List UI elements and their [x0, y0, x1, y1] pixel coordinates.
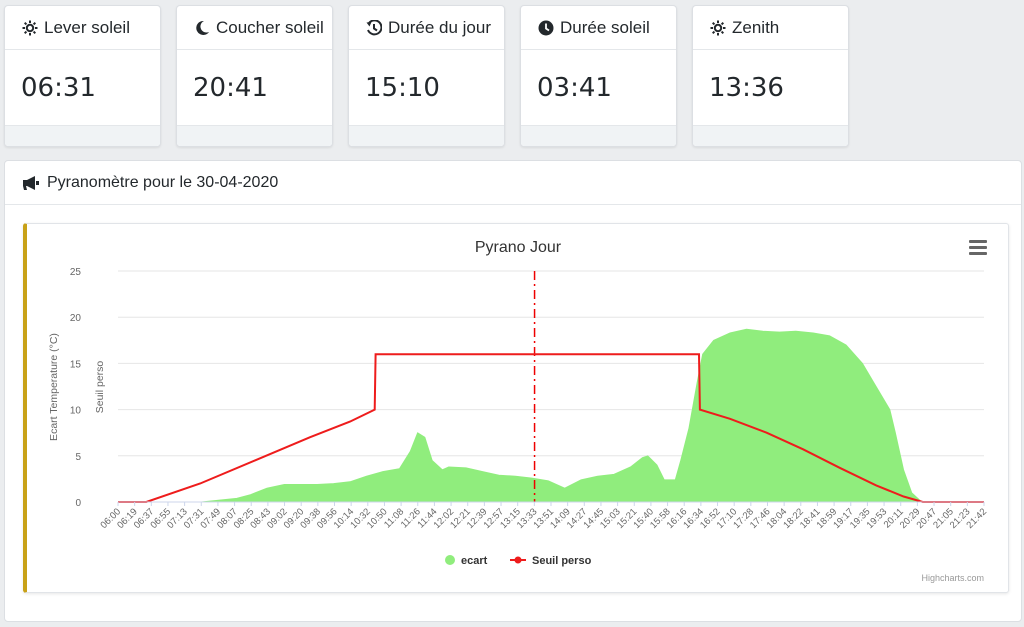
card-footer: [521, 125, 676, 146]
card-3: Durée soleil 03:41: [520, 5, 677, 147]
chart-credits: Highcharts.com: [921, 573, 984, 583]
card-value: 06:31: [21, 73, 96, 103]
card-title: Zenith: [732, 17, 780, 37]
card-2: Durée du jour 15:10: [348, 5, 505, 147]
chart-title: Pyrano Jour: [475, 239, 562, 256]
card-title: Lever soleil: [44, 17, 130, 37]
card-1: Coucher soleil 20:41: [176, 5, 333, 147]
y-tick-label: 5: [75, 452, 81, 463]
card-header: Zenith: [693, 6, 848, 50]
pyranometer-panel: Pyranomètre pour le 30-04-2020 Pyrano Jo…: [4, 160, 1022, 622]
y-axis-title-secondary: Seuil perso: [94, 361, 106, 414]
legend-label-seuil-perso: Seuil perso: [532, 555, 592, 567]
card-title: Durée soleil: [560, 17, 650, 37]
card-value: 13:36: [709, 73, 784, 103]
card-value: 20:41: [193, 73, 268, 103]
series-area-ecart: [118, 328, 984, 503]
card-header: Coucher soleil: [177, 6, 332, 50]
chart-svg: Pyrano Jour 0 5 10 15 20 25 Ecart Temperature (…: [48, 239, 989, 583]
card-header: Lever soleil: [5, 6, 160, 50]
y-tick-label: 20: [70, 313, 82, 324]
card-footer: [177, 125, 332, 146]
summary-cards: Lever soleil 06:31 Coucher soleil 20:41 Duré…: [0, 0, 1024, 150]
panel-title: Pyranomètre pour le 30-04-2020: [47, 173, 279, 191]
card-title: Durée du jour: [388, 17, 492, 37]
card-header: Durée du jour: [349, 6, 504, 50]
card-value: 03:41: [537, 73, 612, 103]
legend-marker-seuil-perso: [514, 556, 522, 564]
panel-header: Pyranomètre pour le 30-04-2020: [5, 161, 1021, 205]
card-value: 15:10: [365, 73, 440, 103]
series-line-seuil-perso: [118, 353, 984, 503]
card-footer: [349, 125, 504, 146]
moon-icon: [193, 19, 211, 37]
clock-icon: [537, 19, 555, 37]
card-4: Zenith 13:36: [692, 5, 849, 147]
y-axis-title: Ecart Temperature (°C): [48, 333, 60, 441]
y-tick-label: 15: [70, 359, 82, 370]
y-tick-label: 25: [70, 267, 82, 278]
y-tick-label: 0: [75, 498, 81, 509]
legend-label-ecart: ecart: [461, 555, 488, 567]
card-0: Lever soleil 06:31: [4, 5, 161, 147]
legend-marker-ecart: [445, 555, 455, 565]
card-footer: [693, 125, 848, 146]
card-title: Coucher soleil: [216, 17, 324, 37]
card-header: Durée soleil: [521, 6, 676, 50]
chart-menu-button[interactable]: [969, 240, 987, 256]
megaphone-icon: [21, 174, 43, 192]
card-footer: [5, 125, 160, 146]
y-tick-label: 10: [70, 406, 82, 417]
sun-icon: [709, 19, 727, 37]
chart-container: Pyrano Jour 0 5 10 15 20 25 Ecart Temperature (…: [23, 223, 1009, 593]
history-icon: [365, 19, 383, 37]
sun-icon: [21, 19, 39, 37]
